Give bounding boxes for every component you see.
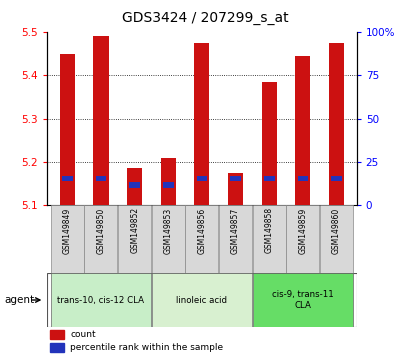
Bar: [196, 176, 207, 182]
Bar: [118, 205, 151, 273]
Bar: [51, 205, 83, 273]
Bar: [227, 173, 243, 205]
Bar: [330, 176, 341, 182]
Bar: [151, 205, 184, 273]
Bar: [62, 176, 72, 182]
Text: GSM149857: GSM149857: [231, 207, 240, 253]
Text: GSM149853: GSM149853: [163, 207, 172, 253]
Bar: [252, 273, 352, 327]
Bar: [60, 53, 75, 205]
Bar: [194, 43, 209, 205]
Text: GSM149850: GSM149850: [96, 207, 105, 253]
Text: cis-9, trans-11
CLA: cis-9, trans-11 CLA: [271, 290, 333, 310]
Text: GSM149849: GSM149849: [63, 207, 72, 253]
Bar: [263, 176, 274, 182]
Text: agent: agent: [4, 295, 34, 305]
Bar: [294, 56, 310, 205]
Bar: [261, 82, 276, 205]
Bar: [328, 43, 343, 205]
Bar: [95, 176, 106, 182]
Text: GSM149852: GSM149852: [130, 207, 139, 253]
Bar: [127, 169, 142, 205]
Bar: [319, 205, 352, 273]
Text: count: count: [70, 330, 96, 339]
Text: linoleic acid: linoleic acid: [176, 296, 227, 304]
Bar: [129, 182, 139, 188]
Text: percentile rank within the sample: percentile rank within the sample: [70, 343, 223, 352]
Bar: [50, 330, 64, 338]
Bar: [51, 273, 151, 327]
Bar: [230, 176, 240, 182]
Text: GSM149856: GSM149856: [197, 207, 206, 253]
Bar: [84, 205, 117, 273]
Bar: [218, 205, 252, 273]
Bar: [297, 176, 308, 182]
Text: GSM149859: GSM149859: [298, 207, 307, 253]
Bar: [252, 205, 285, 273]
Bar: [50, 343, 64, 352]
Text: GDS3424 / 207299_s_at: GDS3424 / 207299_s_at: [121, 11, 288, 25]
Bar: [93, 36, 108, 205]
Text: trans-10, cis-12 CLA: trans-10, cis-12 CLA: [57, 296, 144, 304]
Text: GSM149858: GSM149858: [264, 207, 273, 253]
Bar: [285, 205, 319, 273]
Bar: [151, 273, 252, 327]
Text: GSM149860: GSM149860: [331, 207, 340, 253]
Bar: [163, 182, 173, 188]
Bar: [160, 158, 175, 205]
Bar: [185, 205, 218, 273]
